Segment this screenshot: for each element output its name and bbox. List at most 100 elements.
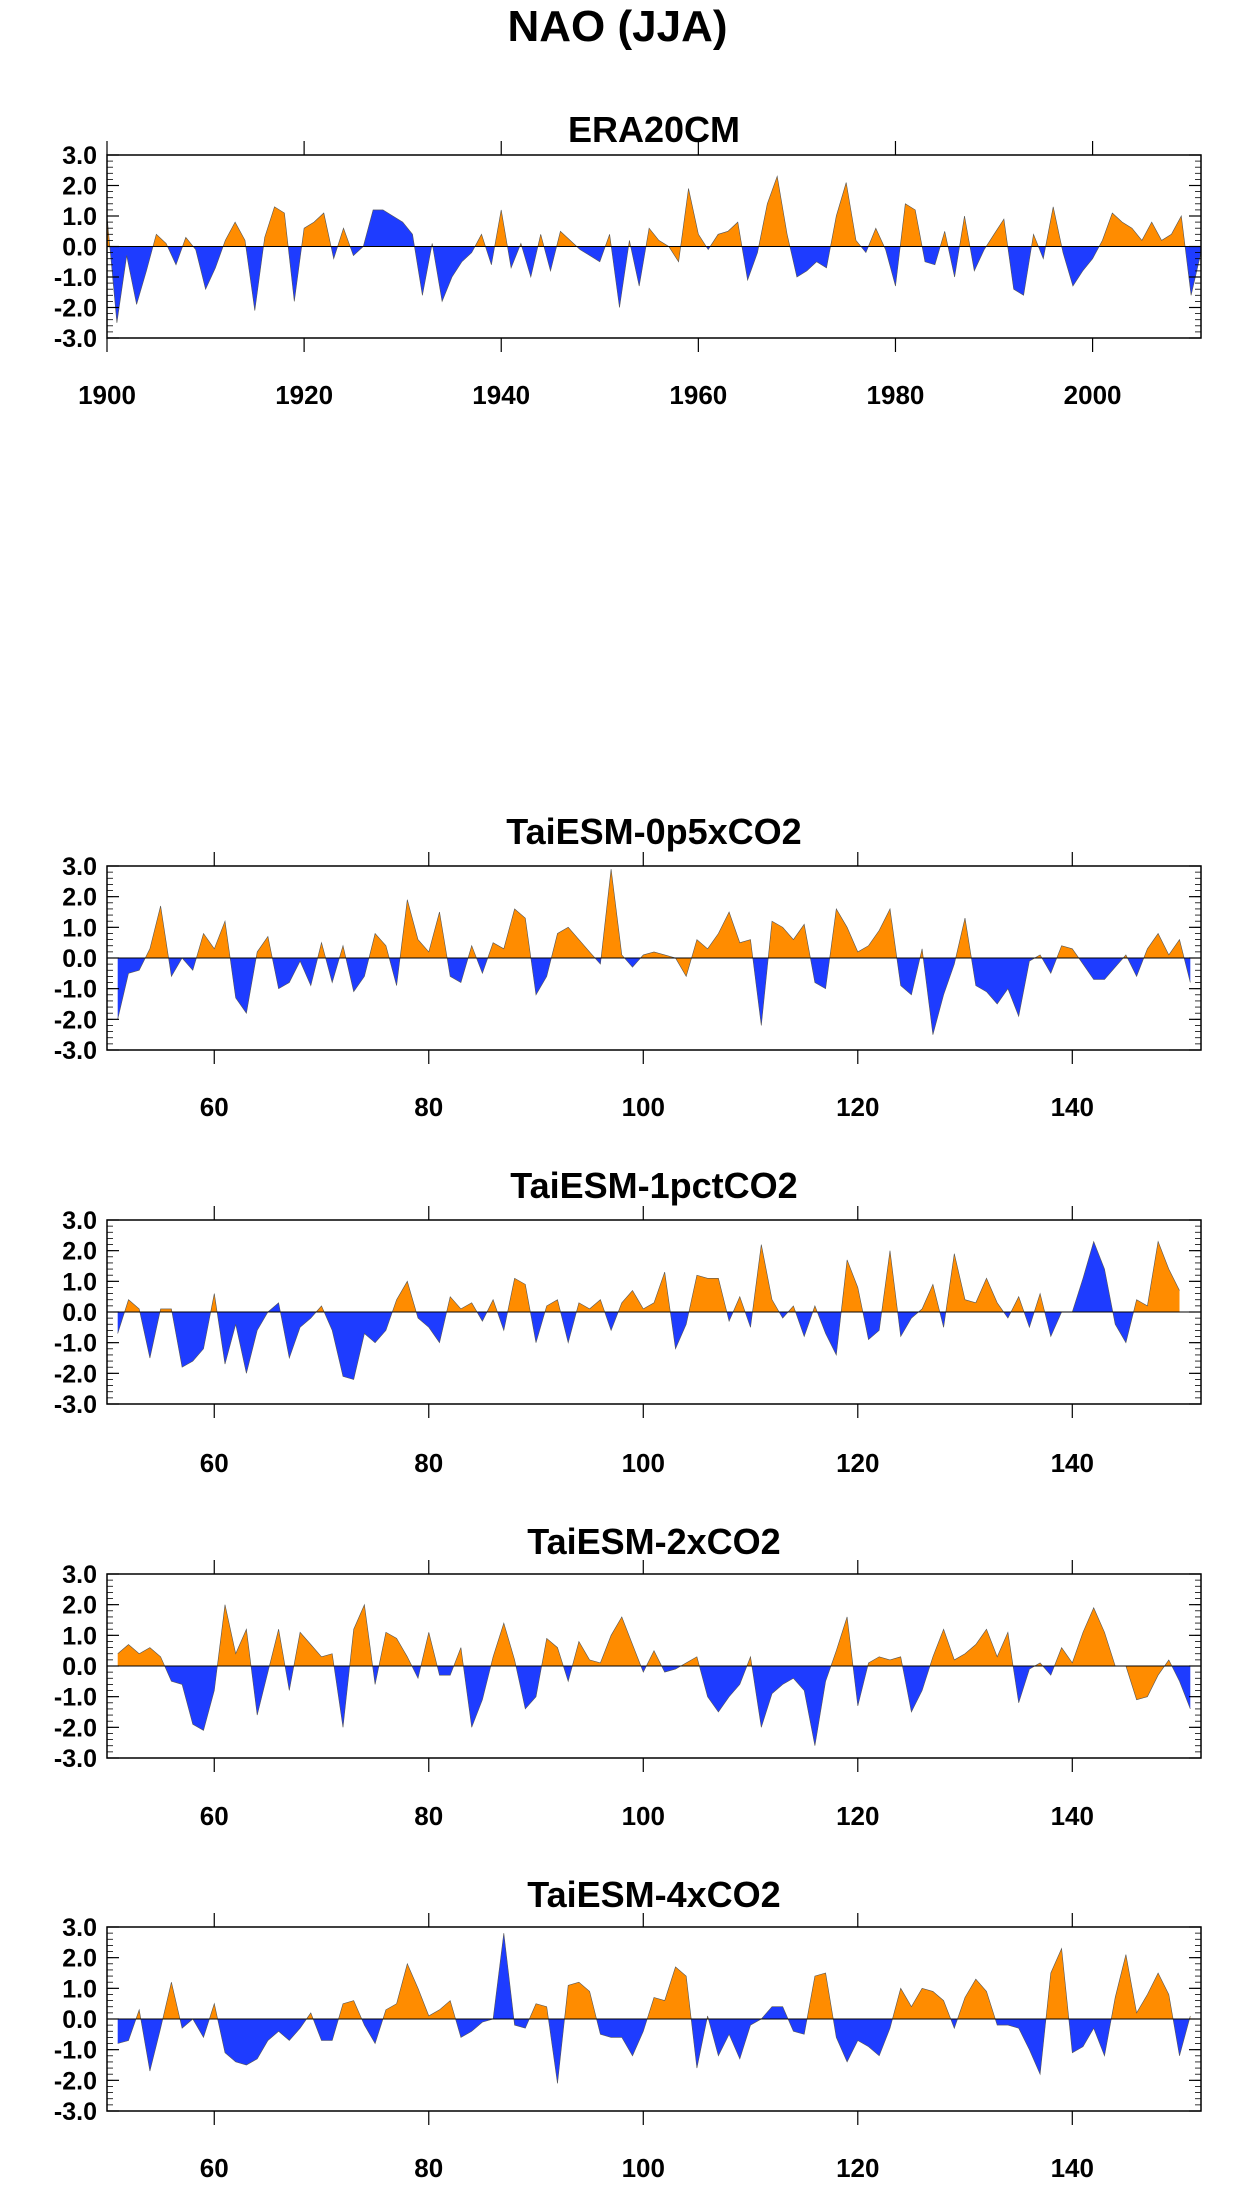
y-tick-label: 0.0	[62, 2006, 97, 2034]
negative-area	[521, 246, 538, 277]
chart-title: TaiESM-0p5xCO2	[506, 811, 801, 852]
x-tick-label: 140	[1051, 2153, 1094, 2183]
positive-area	[576, 1299, 605, 1312]
positive-area	[256, 936, 273, 958]
positive-area	[317, 942, 326, 958]
negative-area	[416, 1312, 447, 1343]
positive-area	[1045, 206, 1062, 247]
positive-area	[986, 219, 1008, 247]
y-tick-label: 2.0	[62, 173, 97, 201]
positive-area	[529, 2003, 549, 2019]
negative-area	[361, 2019, 383, 2044]
negative-area	[245, 246, 264, 311]
negative-area	[325, 958, 340, 983]
y-tick-label: 3.0	[62, 1207, 97, 1235]
positive-area	[537, 234, 544, 247]
x-tick-label: 100	[622, 1801, 665, 1831]
positive-area	[117, 1644, 165, 1666]
positive-area	[494, 209, 508, 247]
negative-area	[789, 246, 831, 277]
series-line	[117, 869, 1191, 1035]
negative-area	[969, 246, 987, 271]
y-tick-label: -2.0	[54, 1360, 97, 1388]
x-tick-label: 1960	[669, 380, 727, 410]
positive-area	[752, 1244, 780, 1312]
negative-area	[331, 246, 338, 259]
negative-area	[193, 246, 224, 290]
positive-area	[812, 1305, 818, 1312]
y-tick-label: 1.0	[62, 914, 97, 942]
y-tick-label: -3.0	[54, 325, 97, 353]
positive-area	[217, 1604, 251, 1666]
negative-area	[1127, 958, 1144, 977]
negative-area	[285, 1666, 294, 1691]
chart-panel: ERA20CM 3.0 2.01.0 0.0-1.0 -2.0-3.0 1900 1920 1…	[54, 109, 1202, 410]
positive-area	[830, 182, 861, 247]
positive-area	[758, 176, 790, 247]
negative-area	[902, 1666, 930, 1712]
positive-area	[892, 1988, 951, 2019]
positive-area	[507, 1278, 531, 1312]
positive-area	[831, 1616, 853, 1666]
positive-area	[710, 222, 742, 247]
positive-area	[1054, 1607, 1165, 1700]
y-tick-label: 1.0	[62, 1268, 97, 1296]
negative-area	[810, 958, 830, 989]
chart-panel: TaiESM-2xCO2 3.0 2.01.0 0.0 -1.0-2.0 -3.0 60 80…	[54, 1521, 1202, 1831]
positive-area	[490, 1623, 516, 1666]
negative-area	[140, 2019, 163, 2072]
negative-area	[1068, 2019, 1112, 2056]
positive-area	[487, 1299, 498, 1312]
positive-area	[929, 1629, 1014, 1666]
x-tick-label: 60	[200, 1801, 229, 1831]
negative-area	[611, 246, 629, 308]
positive-area	[153, 234, 168, 247]
positive-area	[475, 234, 486, 247]
positive-area	[369, 933, 390, 958]
negative-area	[280, 1312, 317, 1358]
negative-area	[699, 1666, 747, 1712]
y-tick-label: -1.0	[54, 1330, 97, 1358]
negative-area	[217, 1302, 281, 1374]
positive-area	[688, 1275, 727, 1312]
negative-area	[752, 958, 769, 1026]
y-tick-label: -3.0	[54, 2098, 97, 2126]
y-tick-label: 3.0	[62, 1561, 97, 1589]
negative-area	[861, 246, 869, 253]
x-tick-label: 60	[200, 2153, 229, 2183]
x-tick-label: 80	[414, 1801, 443, 1831]
x-tick-label: 120	[836, 1801, 879, 1831]
chart-title: TaiESM-4xCO2	[527, 1874, 780, 1915]
chart-title: TaiESM-2xCO2	[527, 1521, 780, 1562]
negative-area	[463, 1666, 491, 1728]
positive-area	[545, 1299, 561, 1312]
y-tick-label: 1.0	[62, 203, 97, 231]
negative-area	[862, 1312, 882, 1340]
negative-area	[167, 246, 183, 265]
negative-area	[817, 1312, 842, 1355]
negative-area	[1041, 958, 1057, 974]
positive-area	[487, 908, 531, 958]
x-tick-label: 1980	[867, 380, 925, 410]
y-tick-label: 3.0	[62, 1914, 97, 1942]
x-tick-label: 100	[622, 1092, 665, 1122]
chart-title: ERA20CM	[568, 109, 740, 150]
positive-area	[124, 1299, 140, 1312]
positive-area	[1046, 1948, 1069, 2019]
negative-area	[171, 1312, 211, 1368]
positive-area	[920, 948, 924, 958]
x-tick-label: 100	[622, 2153, 665, 2183]
positive-area	[339, 945, 346, 958]
negative-area	[485, 246, 495, 265]
y-tick-label: 2.0	[62, 1945, 97, 1973]
x-tick-label: 120	[836, 2153, 879, 2183]
negative-area	[139, 1312, 160, 1358]
negative-area	[563, 1666, 573, 1682]
negative-area	[741, 246, 759, 281]
chart-panel: TaiESM-1pctCO2 3.0 2.01.0 0.0 -1.0-2.0 -3.0 60…	[54, 1165, 1202, 1478]
positive-area	[209, 2003, 218, 2019]
negative-area	[1173, 2019, 1190, 2056]
negative-area	[217, 2019, 307, 2065]
positive-area	[1111, 1954, 1174, 2019]
